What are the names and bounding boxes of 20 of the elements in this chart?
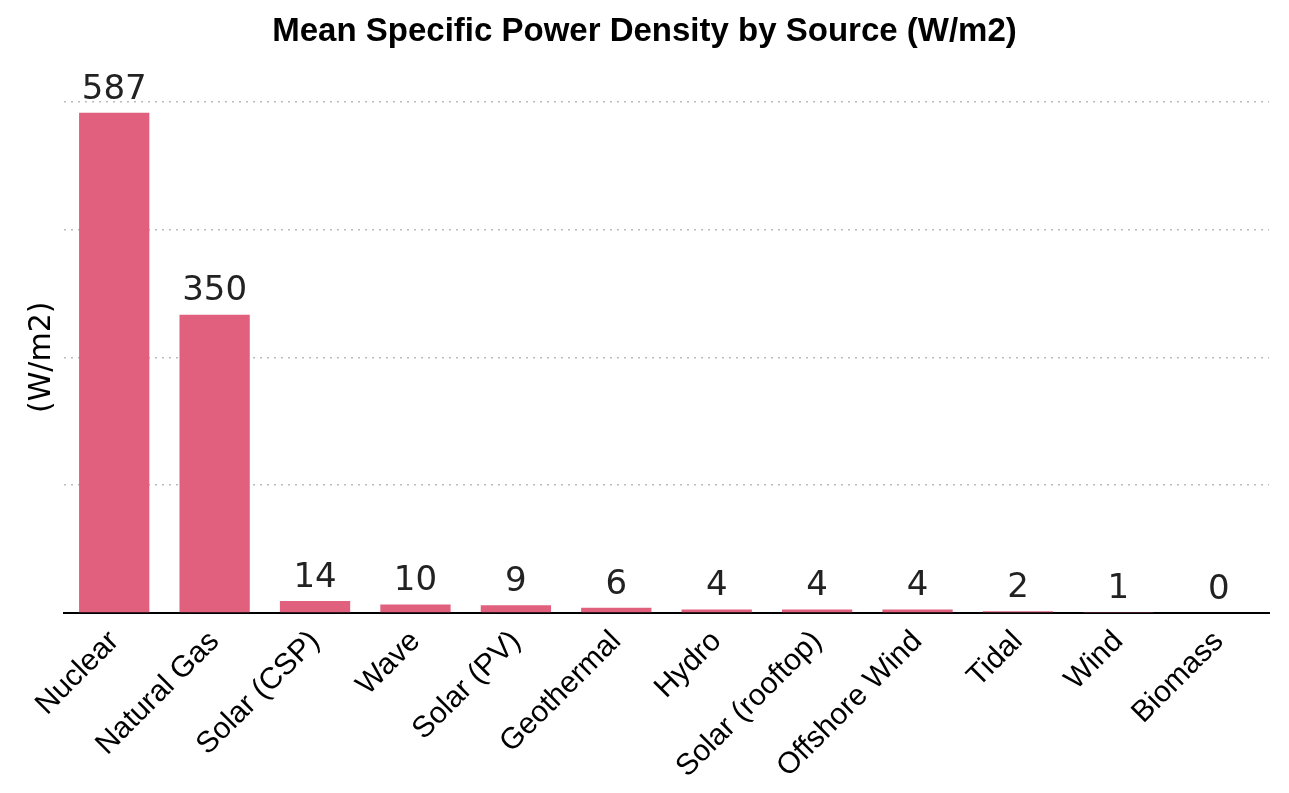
data-label: 10 — [393, 558, 438, 599]
data-label: 6 — [605, 561, 628, 602]
data-label: 350 — [182, 268, 248, 309]
bar — [581, 607, 652, 613]
bar — [380, 604, 451, 613]
bar — [79, 112, 150, 613]
data-label: 2 — [1007, 565, 1029, 606]
data-label: 4 — [906, 563, 929, 604]
bar — [480, 605, 552, 613]
data-label: 0 — [1207, 566, 1230, 607]
data-label: 587 — [81, 66, 147, 107]
data-label: 14 — [293, 554, 337, 595]
chart-title: Mean Specific Power Density by Source (W/m2) — [272, 10, 1017, 48]
data-label: 4 — [705, 563, 728, 604]
bar — [279, 601, 351, 613]
data-label: 4 — [806, 563, 828, 604]
data-label: 1 — [1107, 565, 1130, 606]
data-label: 9 — [505, 559, 527, 600]
y-axis-title: (W/m2) — [21, 301, 57, 414]
bar — [179, 314, 250, 613]
